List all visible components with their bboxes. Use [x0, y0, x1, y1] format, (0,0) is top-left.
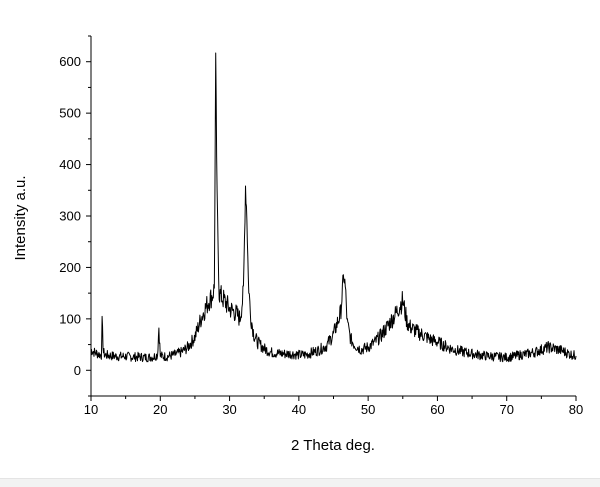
y-axis-title: Intensity a.u. [12, 175, 29, 260]
plot-frame [90, 36, 576, 397]
x-axis-title: 2 Theta deg. [291, 437, 375, 454]
x-tick-label-70: 70 [499, 402, 513, 417]
x-tick-label-10: 10 [84, 402, 98, 417]
series-line [90, 52, 577, 363]
y-tick-label-400: 400 [59, 157, 81, 172]
x-axis-tick-labels: 10 20 30 40 50 60 70 80 [84, 402, 583, 417]
y-tick-label-300: 300 [59, 209, 81, 224]
y-tick-label-200: 200 [59, 260, 81, 275]
y-axis-ticks [86, 35, 91, 397]
y-axis-tick-labels: 0 100 200 300 400 500 600 [59, 54, 81, 378]
x-axis-ticks [90, 396, 577, 401]
y-tick-label-600: 600 [59, 54, 81, 69]
x-tick-label-50: 50 [361, 402, 375, 417]
y-tick-label-100: 100 [59, 311, 81, 326]
x-tick-label-40: 40 [292, 402, 306, 417]
x-tick-label-20: 20 [153, 402, 167, 417]
bottom-strip [0, 478, 600, 487]
x-tick-label-80: 80 [569, 402, 583, 417]
x-tick-label-30: 30 [222, 402, 236, 417]
y-tick-label-0: 0 [74, 363, 81, 378]
y-tick-label-500: 500 [59, 106, 81, 121]
x-tick-label-60: 60 [430, 402, 444, 417]
